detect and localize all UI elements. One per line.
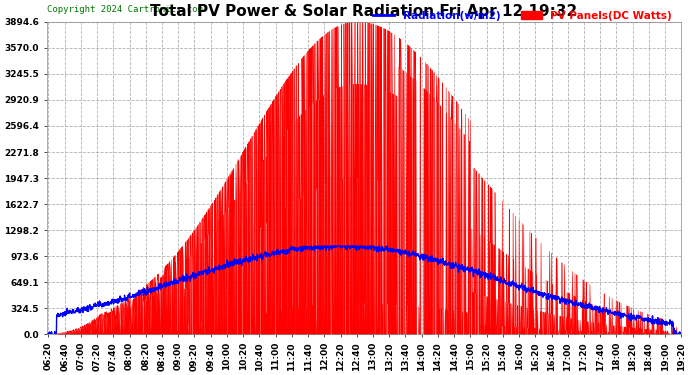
Legend: Radiation(w/m2), PV Panels(DC Watts): Radiation(w/m2), PV Panels(DC Watts) (369, 7, 676, 25)
Title: Total PV Power & Solar Radiation Fri Apr 12 19:32: Total PV Power & Solar Radiation Fri Apr… (150, 4, 578, 19)
Text: Copyright 2024 Cartronics.com: Copyright 2024 Cartronics.com (47, 4, 203, 13)
